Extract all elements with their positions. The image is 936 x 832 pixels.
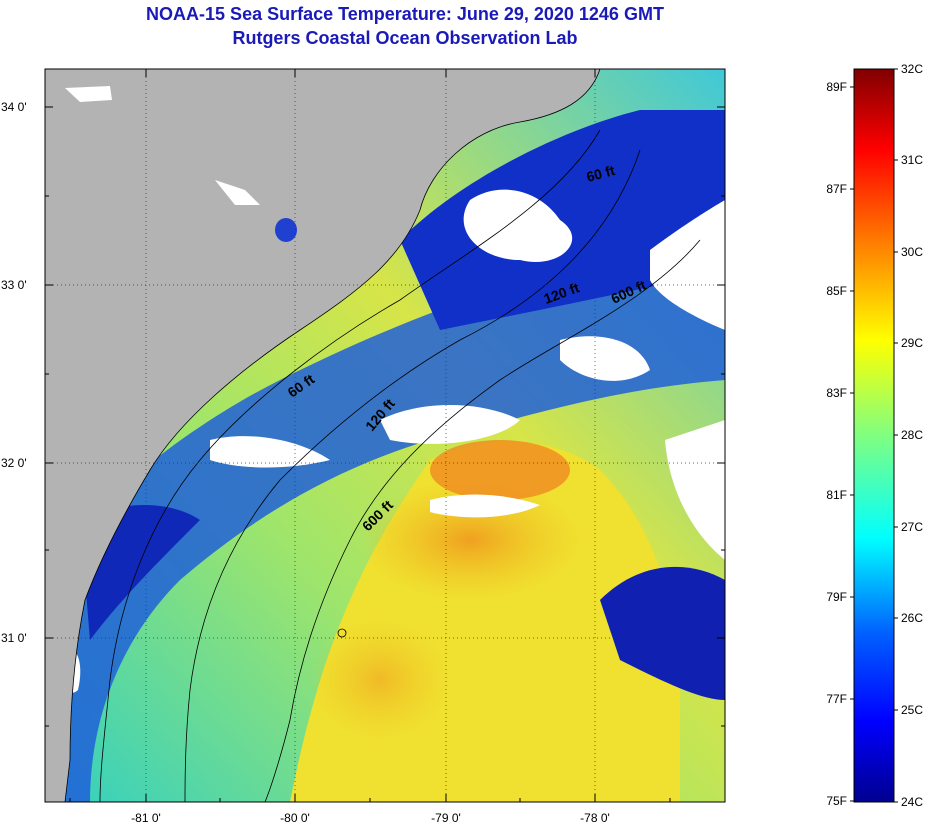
colorbar-celsius-label: 27C [901, 520, 923, 534]
colorbar-celsius-label: 32C [901, 62, 923, 76]
colorbar-celsius-label: 29C [901, 336, 923, 350]
colorbar-celsius-label: 25C [901, 703, 923, 717]
lat-tick-label: 34 0' [1, 100, 27, 114]
map-area: 60 ft 120 ft 600 ft 60 ft 120 ft 600 ft [45, 69, 725, 802]
cloud-patch [560, 336, 650, 381]
depth-contour-120ft [184, 149, 641, 802]
lat-tick-label: 31 0' [1, 631, 27, 645]
cloud-patch [665, 420, 725, 560]
inland-water-body [275, 218, 297, 242]
cloud-patch [650, 200, 725, 330]
cool-water-band [45, 230, 725, 802]
lat-tick-label: 33 0' [1, 278, 27, 292]
colorbar-fahrenheit-label: 83F [826, 386, 847, 400]
cold-offshore-region [600, 566, 725, 700]
axis-ticks [45, 69, 725, 802]
inland-cloud [65, 86, 112, 102]
lon-tick-label: -78 0' [580, 811, 610, 825]
colorbar-fahrenheit-label: 75F [826, 794, 847, 808]
land-mass [45, 69, 600, 802]
map-title: NOAA-15 Sea Surface Temperature: June 29… [146, 4, 664, 24]
colorbar-celsius-label: 28C [901, 428, 923, 442]
coastline [64, 69, 601, 802]
map-subtitle: Rutgers Coastal Ocean Observation Lab [232, 28, 578, 48]
colorbar-celsius-label: 24C [901, 795, 923, 809]
colorbar-fahrenheit-label: 85F [826, 284, 847, 298]
colorbar-celsius-label: 26C [901, 611, 923, 625]
colorbar-fahrenheit-label: 87F [826, 182, 847, 196]
contour-label: 60 ft [585, 162, 617, 185]
cloud-patch [430, 494, 540, 518]
colorbar-celsius-label: 31C [901, 153, 923, 167]
colorbar-fahrenheit-label: 79F [826, 590, 847, 604]
cool-water-band [400, 110, 725, 330]
lon-tick-label: -81 0' [131, 811, 161, 825]
cloud-patch [380, 405, 520, 444]
warm-core [310, 620, 450, 740]
depth-contour-600ft [264, 239, 701, 802]
inland-cloud [215, 180, 260, 205]
graticule [45, 69, 725, 802]
lat-tick-label: 32 0' [1, 456, 27, 470]
colorbar-gradient [853, 68, 895, 803]
cloud-patch [210, 436, 330, 468]
map-frame [44, 68, 726, 803]
colorbar-ticks [850, 68, 898, 803]
depth-contour-seamount [337, 628, 347, 638]
depth-contour-60ft [99, 129, 601, 802]
colorbar-fahrenheit-label: 81F [826, 488, 847, 502]
lon-tick-label: -79 0' [431, 811, 461, 825]
cloud-patch [463, 189, 573, 262]
lon-tick-label: -80 0' [280, 811, 310, 825]
colorbar-fahrenheit-label: 89F [826, 80, 847, 94]
colorbar-fahrenheit-label: 77F [826, 692, 847, 706]
warm-core [430, 440, 570, 500]
colorbar-celsius-label: 30C [901, 245, 923, 259]
